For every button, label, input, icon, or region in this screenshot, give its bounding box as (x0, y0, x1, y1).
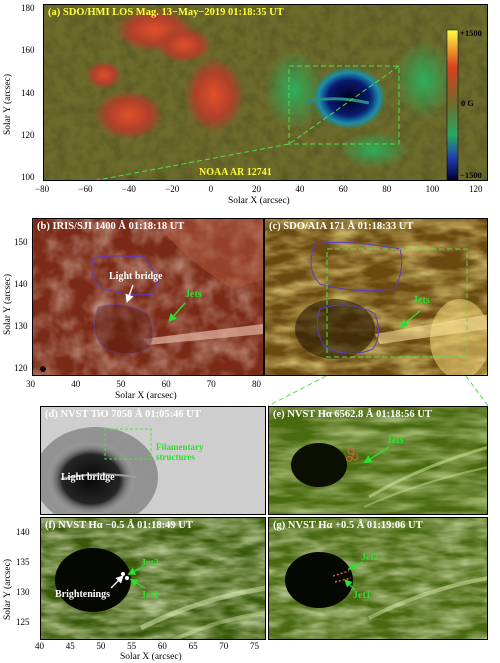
tick-label: 125 (16, 617, 30, 627)
panel-b-arrows (125, 284, 186, 323)
tick-label: 160 (21, 45, 35, 56)
tick-label: 120 (21, 129, 35, 140)
tick-label: −20 (165, 184, 180, 194)
tick-label: 60 (157, 641, 167, 651)
tick-label: 130 (16, 587, 30, 597)
tick-label: 80 (382, 184, 392, 194)
halpha-red-wing-image (269, 518, 487, 639)
colorbar-max: +1500 (460, 28, 482, 38)
jets-label-e: Jets (387, 435, 404, 446)
zoom-connector-lines (267, 376, 489, 406)
tick-label: 80 (252, 379, 261, 389)
panel-b-title: (b) IRIS/SJI 1400 Å 01:18:18 UT (37, 221, 185, 232)
tick-label: 30 (26, 379, 35, 389)
tick-label: 45 (65, 641, 75, 651)
iris-image (33, 219, 263, 375)
halpha-blue-wing-image (41, 518, 265, 639)
tick-label: 50 (96, 641, 106, 651)
panel-g-arrows (344, 561, 364, 591)
tick-label: 20 (252, 184, 261, 194)
filamentary-structures-label: Filamentary structures (156, 442, 204, 462)
panel-c-arrows (399, 310, 421, 328)
panel-f-arrows (110, 566, 146, 589)
panel-f-nvst-halpha-blue: (f) NVST Hα −0.5 Å 01:18:49 UT Jet2 Jet1… (40, 517, 266, 640)
aia-image (265, 219, 487, 375)
tick-label: 75 (250, 641, 259, 651)
tick-label: 150 (14, 237, 28, 247)
region-label: NOAA AR 12741 (199, 167, 272, 178)
panel-e-arrows (363, 446, 390, 464)
tick-label: −60 (78, 184, 93, 194)
tick-label: 50 (116, 379, 126, 389)
jet1-label-g: Jet1 (353, 590, 371, 601)
panel-b-iris-sji: (b) IRIS/SJI 1400 Å 01:18:18 UT Light br… (32, 218, 264, 376)
jets-label-c: Jets (413, 295, 430, 306)
tick-label: 140 (16, 527, 30, 537)
tick-label: 70 (206, 379, 216, 389)
panel-a-hmi-magnetogram: (a) SDO/HMI LOS Mag. 13−May−2019 01:18:3… (43, 4, 488, 181)
panel-a-ylabel: Solar Y (arcsec) (3, 73, 13, 135)
panel-a-xlabel: Solar X (arcsec) (228, 196, 290, 206)
tick-label: 65 (188, 641, 198, 651)
panel-f-title: (f) NVST Hα −0.5 Å 01:18:49 UT (45, 520, 193, 531)
brightenings-label: Brightenings (55, 589, 111, 600)
tick-label: 40 (295, 184, 305, 194)
panel-g-nvst-halpha-red: (g) NVST Hα +0.5 Å 01:19:06 UT Jet2 Jet1 (268, 517, 488, 640)
tick-label: 140 (14, 279, 28, 289)
tick-label: 55 (127, 641, 137, 651)
jet2-label-f: Jet2 (141, 558, 159, 569)
panel-e-nvst-halpha: (e) NVST Hα 6562.8 Å 01:18:56 UT Jets (268, 406, 488, 515)
panel-d-title: (d) NVST TiO 7058 Å 01:05:46 UT (45, 409, 201, 420)
panel-e-title: (e) NVST Hα 6562.8 Å 01:18:56 UT (273, 409, 432, 420)
tick-label: 40 (35, 641, 44, 651)
jets-label-b: Jets (185, 289, 202, 300)
tick-label: 120 (14, 363, 28, 373)
colorbar-min: −1500 (460, 170, 482, 180)
tick-label: −40 (121, 184, 136, 194)
panel-d-nvst-tio: (d) NVST TiO 7058 Å 01:05:46 UT Light br… (40, 406, 266, 515)
tick-label: 135 (16, 557, 30, 567)
tio-image (41, 407, 265, 514)
tick-label: 140 (21, 87, 35, 98)
jet1-label-f: Jet1 (141, 590, 159, 601)
tick-label: 0 (208, 184, 214, 194)
jet2-label-g: Jet2 (361, 552, 379, 563)
tick-label: 40 (71, 379, 81, 389)
panel-b-ylabel: Solar Y (arcsec) (3, 273, 13, 335)
tick-label: 100 (425, 184, 440, 194)
panel-b-xlabel: Solar X (arcsec) (115, 391, 177, 401)
halpha-center-image (269, 407, 487, 514)
tick-label: 100 (21, 172, 35, 182)
colorbar-mid: 0 G (461, 98, 474, 108)
panel-c-aia-171: (c) SDO/AIA 171 Å 01:18:33 UT Jets (264, 218, 488, 376)
tick-label: 70 (219, 641, 229, 651)
tick-label: 60 (161, 379, 171, 389)
panel-g-title: (g) NVST Hα +0.5 Å 01:19:06 UT (273, 520, 423, 531)
magnetogram-image (44, 5, 487, 180)
tick-label: 130 (14, 321, 28, 331)
light-bridge-label-b: Light bridge (109, 271, 163, 282)
panel-a-title: (a) SDO/HMI LOS Mag. 13−May−2019 01:18:3… (48, 7, 284, 18)
tick-label: 60 (338, 184, 348, 194)
light-bridge-label-d: Light bridge (61, 472, 115, 483)
panel-f-xlabel: Solar X (arcsec) (120, 652, 182, 662)
panel-f-ylabel: Solar Y (arcsec) (3, 558, 13, 620)
tick-label: −80 (35, 184, 50, 194)
tick-label: 180 (21, 3, 35, 13)
panel-c-title: (c) SDO/AIA 171 Å 01:18:33 UT (269, 221, 414, 232)
tick-label: 120 (469, 184, 483, 194)
